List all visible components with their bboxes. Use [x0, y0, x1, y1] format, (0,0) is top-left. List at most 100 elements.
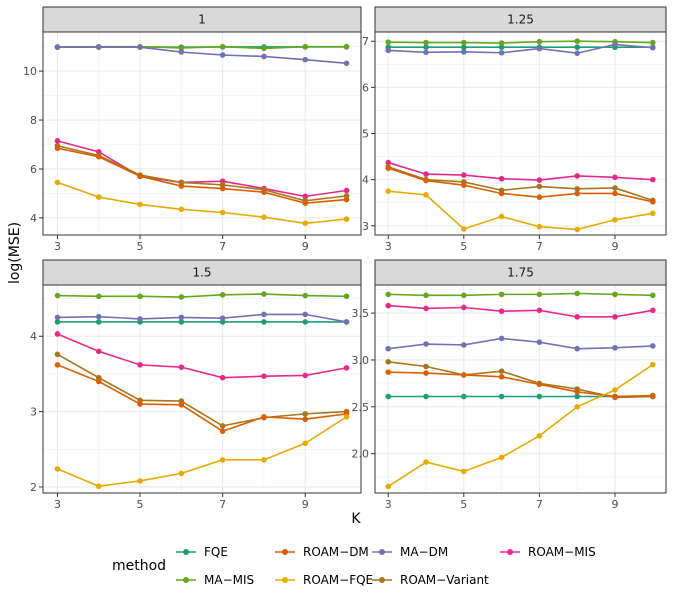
data-point-roam-dm	[423, 177, 429, 184]
data-point-ma-mis	[649, 39, 656, 46]
x-tick-label: 3	[385, 498, 392, 511]
data-point-fqe	[178, 319, 185, 325]
x-tick-label: 9	[611, 498, 618, 511]
data-point-roam-fqe	[498, 213, 505, 220]
data-point-roam-mis	[498, 175, 505, 182]
data-point-roam-fqe	[574, 404, 580, 410]
data-point-roam-dm	[261, 189, 267, 195]
panel-strip-label: 1.25	[507, 13, 534, 27]
data-point-roam-fqe	[423, 459, 429, 465]
data-point-roam-dm	[574, 389, 580, 395]
data-point-roam-dm	[137, 173, 143, 180]
legend-label: ROAM−Variant	[400, 573, 489, 587]
data-point-roam-mis	[423, 305, 429, 312]
data-point-ma-dm	[536, 339, 543, 345]
data-point-roam-fqe	[343, 216, 350, 222]
data-point-roam-variant	[219, 423, 226, 429]
data-point-ma-mis	[649, 292, 656, 299]
panel-series	[54, 291, 350, 490]
panel-strip-label: 1	[198, 13, 206, 27]
series-line-roam-mis	[388, 304, 653, 318]
data-point-roam-variant	[612, 185, 618, 191]
x-axis-title: K	[351, 511, 361, 527]
panel-border	[374, 31, 667, 236]
data-point-ma-dm	[574, 50, 580, 57]
series-line-roam-dm	[388, 371, 653, 398]
data-point-roam-dm	[261, 414, 267, 420]
series-line-ma-dm	[388, 337, 653, 350]
data-point-fqe	[574, 44, 580, 51]
data-point-roam-variant	[498, 368, 505, 374]
data-point-roam-mis	[137, 362, 143, 368]
data-point-roam-fqe	[461, 468, 467, 475]
legend-item-roam-dm: ROAM−DM	[275, 545, 369, 559]
data-point-ma-mis	[95, 293, 102, 300]
panel-1-5: 1.5 3 5 7 9 2 3 4	[30, 259, 362, 511]
data-point-fqe	[498, 393, 505, 400]
series-line-roam-fqe	[57, 181, 347, 225]
y-tick-label: 3	[362, 220, 369, 233]
data-point-fqe	[54, 319, 61, 325]
data-point-ma-mis	[302, 43, 309, 50]
data-point-roam-mis	[649, 176, 656, 183]
data-point-roam-mis	[536, 177, 543, 183]
data-point-ma-dm	[385, 345, 392, 352]
y-tick-label: 3	[30, 406, 37, 419]
legend-key-point	[379, 549, 385, 555]
data-point-ma-mis	[219, 43, 226, 50]
legend-key-point	[183, 549, 189, 555]
data-point-roam-dm	[54, 145, 61, 151]
series-line-roam-fqe	[388, 190, 653, 231]
data-point-ma-mis	[302, 292, 309, 299]
x-tick-label: 7	[536, 498, 543, 511]
data-point-ma-mis	[261, 45, 267, 52]
legend-label: MA−MIS	[204, 573, 254, 587]
data-point-roam-mis	[574, 314, 580, 320]
data-point-roam-dm	[536, 194, 543, 200]
data-point-ma-mis	[343, 293, 350, 300]
panel-border	[42, 31, 362, 236]
x-tick-label: 9	[611, 240, 618, 253]
data-point-ma-mis	[574, 38, 580, 45]
data-point-ma-mis	[385, 291, 392, 298]
data-point-ma-mis	[343, 43, 350, 50]
y-tick-label: 5	[362, 128, 369, 141]
series-line-ma-dm	[57, 46, 347, 65]
data-point-roam-fqe	[302, 220, 309, 227]
data-point-ma-mis	[612, 291, 618, 298]
panel-border	[374, 284, 667, 494]
series-line-ma-mis	[388, 292, 653, 297]
data-point-ma-dm	[95, 44, 102, 50]
series-line-ma-mis	[57, 293, 347, 298]
data-point-roam-dm	[612, 393, 618, 400]
data-point-fqe	[461, 393, 467, 400]
data-point-roam-dm	[219, 428, 226, 435]
data-point-roam-fqe	[302, 440, 309, 447]
data-point-ma-dm	[95, 313, 102, 320]
data-point-roam-fqe	[461, 226, 467, 232]
x-tick-label: 5	[460, 240, 467, 253]
data-point-roam-dm	[178, 183, 185, 189]
data-point-ma-dm	[137, 316, 143, 322]
panel-background	[43, 285, 361, 493]
data-point-roam-dm	[178, 402, 185, 408]
y-tick-label: 6	[30, 163, 37, 176]
data-point-roam-fqe	[54, 466, 61, 472]
data-point-roam-variant	[423, 363, 429, 370]
data-point-roam-mis	[343, 365, 350, 371]
data-point-ma-dm	[137, 44, 143, 50]
data-point-roam-dm	[302, 200, 309, 207]
data-point-fqe	[574, 393, 580, 400]
data-point-roam-mis	[574, 173, 580, 179]
series-line-roam-mis	[57, 333, 347, 379]
data-point-roam-dm	[95, 378, 102, 385]
data-point-roam-fqe	[649, 210, 656, 217]
y-tick-label: 4	[362, 174, 369, 187]
x-tick-label: 5	[460, 498, 467, 511]
data-point-roam-fqe	[261, 214, 267, 220]
data-point-ma-mis	[423, 292, 429, 299]
y-tick-label: 3.5	[352, 307, 370, 320]
data-point-ma-dm	[612, 344, 618, 351]
x-tick-label: 3	[385, 240, 392, 253]
